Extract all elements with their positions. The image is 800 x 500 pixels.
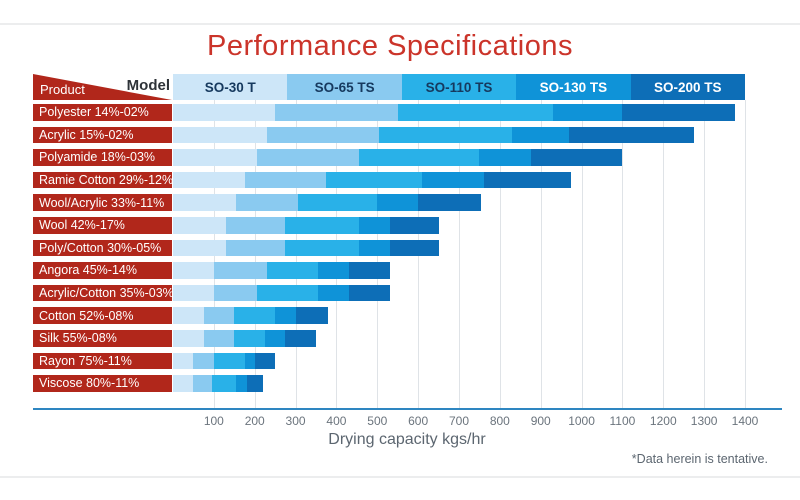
model-header-so-200-ts: SO-200 TS <box>630 74 745 100</box>
product-label: Acrylic 15%-02% <box>33 126 172 144</box>
product-label: Wool 42%-17% <box>33 217 172 234</box>
capacity-bar-row <box>173 307 745 324</box>
product-label: Poly/Cotton 30%-05% <box>33 239 172 257</box>
gridline-1400 <box>745 100 746 408</box>
capacity-bar-row <box>173 352 745 370</box>
page-title: Performance Specifications <box>207 30 573 62</box>
product-label: Polyamide 18%-03% <box>33 149 172 166</box>
capacity-bar-row <box>173 217 745 234</box>
x-tick-label: 900 <box>530 414 551 428</box>
x-tick-label: 600 <box>408 414 429 428</box>
bar-segment-so-30-t <box>173 307 204 324</box>
product-label: Silk 55%-08% <box>33 330 172 347</box>
bar-segment-so-30-t <box>173 375 194 392</box>
product-label: Angora 45%-14% <box>33 262 172 279</box>
bar-segment-so-30-t <box>173 126 267 144</box>
capacity-bar-row <box>173 104 745 121</box>
x-tick-label: 400 <box>326 414 347 428</box>
capacity-bar-row <box>173 375 745 392</box>
model-header-so-130-ts: SO-130 TS <box>516 74 631 100</box>
capacity-bar-row <box>173 171 745 189</box>
x-tick-label: 1100 <box>609 414 636 428</box>
model-header-so-30-t: SO-30 T <box>173 74 288 100</box>
bar-segment-so-30-t <box>173 104 276 121</box>
bar-segment-so-30-t <box>173 262 214 279</box>
bar-segment-so-30-t <box>173 171 245 189</box>
gridline-1000 <box>581 100 583 408</box>
capacity-bar-row <box>173 330 745 347</box>
x-axis-line <box>33 408 782 410</box>
top-divider <box>0 23 800 25</box>
bar-segment-so-30-t <box>173 352 194 370</box>
bar-segment-so-30-t <box>173 149 257 166</box>
x-tick-label: 300 <box>285 414 306 428</box>
product-label: Rayon 75%-11% <box>33 352 172 370</box>
bar-segment-so-30-t <box>173 330 204 347</box>
capacity-bar-row <box>173 262 745 279</box>
model-header-label: Model <box>126 77 170 94</box>
product-label: Polyester 14%-02% <box>33 104 172 121</box>
model-header-so-110-ts: SO-110 TS <box>401 74 517 100</box>
product-label: Acrylic/Cotton 35%-03% <box>33 284 174 302</box>
gridline-700 <box>459 100 460 408</box>
capacity-bar-row <box>173 194 745 211</box>
x-axis-title: Drying capacity kgs/hr <box>328 431 486 448</box>
capacity-bar-row <box>173 149 745 166</box>
x-tick-label: 1000 <box>568 414 595 428</box>
x-tick-label: 1400 <box>731 414 759 428</box>
x-tick-label: 500 <box>367 414 388 428</box>
bar-segment-so-30-t <box>173 239 227 257</box>
x-tick-label: 1200 <box>649 414 677 428</box>
footnote: *Data herein is tentative. <box>631 452 768 466</box>
capacity-bar-row <box>173 239 745 257</box>
product-header-label: Product <box>40 82 85 97</box>
product-label: Viscose 80%-11% <box>33 375 172 392</box>
gridline-1300 <box>704 100 706 408</box>
x-tick-label: 200 <box>244 414 265 428</box>
product-label: Cotton 52%-08% <box>33 307 172 324</box>
x-tick-label: 1300 <box>690 414 718 428</box>
capacity-bar-row <box>173 126 745 144</box>
x-tick-label: 800 <box>489 414 510 428</box>
x-tick-label: 700 <box>448 414 470 428</box>
capacity-bar-row <box>173 284 745 302</box>
gridline-1200 <box>663 100 665 408</box>
bar-segment-so-30-t <box>173 284 214 302</box>
bar-segment-so-30-t <box>173 217 227 234</box>
gridline-900 <box>540 100 542 408</box>
product-label: Wool/Acrylic 33%-11% <box>33 194 172 211</box>
product-label: Ramie Cotton 29%-12% <box>33 171 173 189</box>
bar-segment-so-30-t <box>173 194 237 211</box>
x-tick-label: 100 <box>203 414 224 428</box>
bottom-divider <box>0 476 800 478</box>
gridline-1100 <box>622 100 624 408</box>
model-header-so-65-ts: SO-65 TS <box>287 74 402 100</box>
gridline-800 <box>499 100 501 408</box>
